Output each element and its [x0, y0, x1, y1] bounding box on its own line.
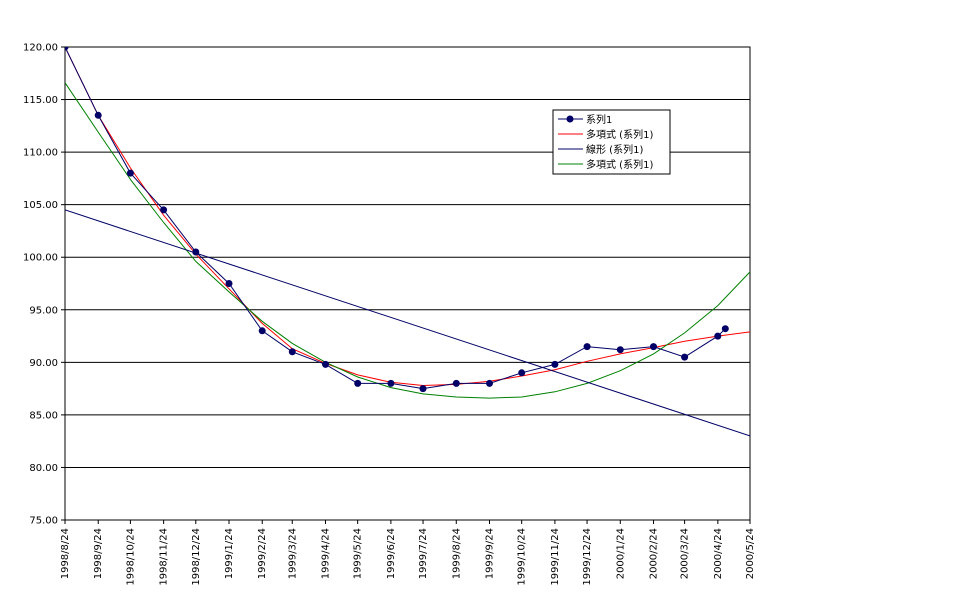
x-tick-label: 1999/9/24: [485, 528, 496, 579]
series1-point: [616, 346, 624, 354]
legend-label-poly-green: 多項式 (系列1): [586, 158, 653, 171]
series-line-1: [65, 47, 750, 387]
x-tick-label: 1999/3/24: [287, 528, 298, 579]
series1-point: [288, 348, 296, 356]
x-tick-label: 1999/4/24: [320, 528, 331, 579]
x-tick-label: 2000/5/24: [745, 528, 756, 579]
legend-marker-series1: [566, 115, 574, 123]
series1-point: [419, 385, 427, 393]
y-axis: 120.00 115.00 110.00 105.00 100.00 95.00 90.00…: [23, 43, 65, 527]
x-tick-label: 2000/2/24: [649, 528, 660, 579]
x-tick-label: 1998/11/24: [159, 528, 170, 586]
series1-point: [551, 360, 559, 368]
legend-label-linear: 線形 (系列1): [586, 143, 643, 156]
x-tick-label: 2000/3/24: [680, 528, 691, 579]
series1-point: [192, 248, 200, 256]
x-tick-label: 1999/10/24: [517, 528, 528, 586]
x-tick-label: 1999/8/24: [451, 528, 462, 579]
series1-point: [681, 353, 689, 361]
x-tick-label: 1998/10/24: [125, 528, 136, 586]
x-tick-label: 1998/8/24: [60, 528, 71, 579]
legend-label-series1: 系列1: [586, 113, 612, 126]
series1-point: [258, 327, 266, 335]
series-line-0: [65, 47, 726, 390]
series1-point: [721, 325, 729, 333]
series1-point: [354, 379, 362, 387]
y-tick-label: 75.00: [29, 516, 58, 527]
x-tick-label: 1999/7/24: [418, 528, 429, 579]
y-tick-label: 80.00: [29, 463, 58, 474]
series1-point: [714, 332, 722, 340]
series-layer: [65, 47, 750, 437]
series1-point: [160, 206, 168, 214]
series1-point: [94, 111, 102, 119]
legend: 系列1 多項式 (系列1) 線形 (系列1) 多項式 (系列1): [552, 109, 671, 175]
x-axis: 1998/8/24 1998/9/24 1998/10/24 1998/11/24 19…: [60, 520, 756, 586]
series1-point: [583, 343, 591, 351]
series1-point: [486, 379, 493, 387]
series1-point: [126, 169, 134, 177]
x-tick-label: 1998/9/24: [93, 528, 104, 579]
x-tick-label: 2000/4/24: [713, 528, 724, 579]
x-tick-label: 1999/12/24: [582, 528, 593, 586]
y-tick-label: 100.00: [23, 253, 58, 264]
y-tick-label: 120.00: [23, 43, 58, 54]
y-tick-label: 110.00: [23, 148, 58, 159]
series1-point: [518, 369, 526, 377]
x-tick-label: 1999/11/24: [550, 528, 561, 586]
series1-point: [65, 47, 69, 51]
series-line-3: [65, 82, 750, 399]
y-tick-label: 95.00: [29, 305, 58, 316]
series1-point: [452, 379, 460, 387]
series1-point: [225, 280, 233, 287]
x-tick-label: 1999/1/24: [224, 528, 235, 579]
x-tick-label: 1998/12/24: [191, 528, 202, 586]
x-tick-label: 1999/6/24: [386, 528, 397, 579]
x-tick-label: 2000/1/24: [615, 528, 626, 579]
series-line-2: [65, 209, 750, 437]
y-tick-label: 105.00: [23, 200, 58, 211]
y-tick-label: 85.00: [29, 410, 58, 421]
series1-point: [322, 360, 329, 368]
y-tick-label: 115.00: [23, 95, 58, 106]
x-tick-label: 1999/2/24: [257, 528, 268, 579]
x-tick-label: 1999/5/24: [353, 528, 364, 579]
legend-label-poly-red: 多項式 (系列1): [586, 128, 653, 141]
y-tick-label: 90.00: [29, 358, 58, 369]
series1-point: [650, 343, 657, 351]
series1-point: [387, 379, 395, 387]
gridlines: [65, 46, 750, 468]
